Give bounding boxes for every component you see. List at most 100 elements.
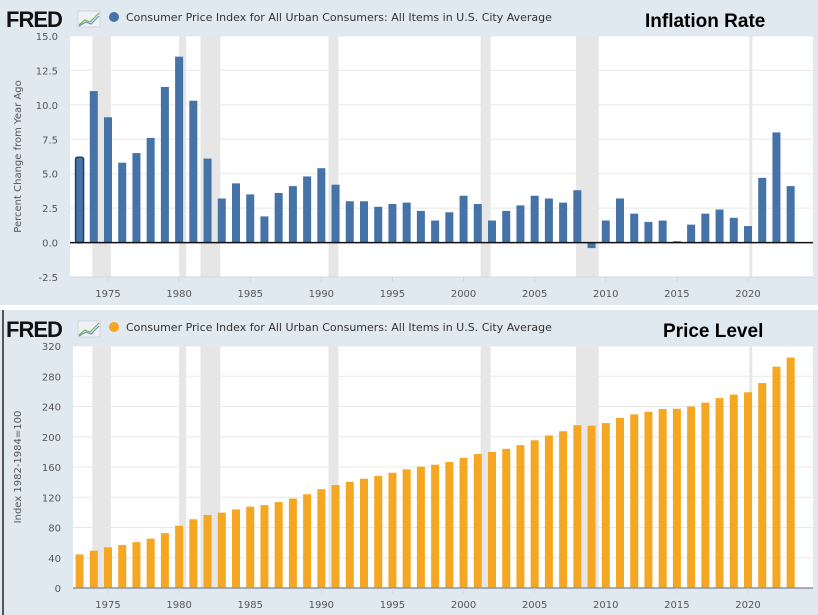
bar-2013[interactable]: [644, 411, 653, 588]
bar-1987[interactable]: [274, 192, 283, 243]
bar-2000[interactable]: [459, 457, 468, 588]
bar-2008[interactable]: [573, 425, 582, 588]
bar-1977[interactable]: [132, 153, 141, 243]
bar-1984[interactable]: [232, 183, 240, 243]
bar-2018[interactable]: [715, 209, 724, 243]
bar-1975[interactable]: [104, 117, 112, 243]
bar-2000[interactable]: [459, 195, 468, 243]
bar-2002[interactable]: [488, 451, 496, 588]
bar-1994[interactable]: [374, 206, 383, 243]
bar-2021[interactable]: [758, 383, 767, 588]
bar-1998[interactable]: [431, 464, 440, 588]
bar-2013[interactable]: [644, 221, 653, 243]
bar-2014[interactable]: [658, 220, 667, 243]
bar-1988[interactable]: [288, 498, 297, 588]
bar-2004[interactable]: [516, 445, 525, 588]
bar-1996[interactable]: [402, 202, 411, 243]
bar-1986[interactable]: [260, 216, 269, 243]
bar-1978[interactable]: [146, 137, 155, 243]
bar-2012[interactable]: [630, 414, 639, 588]
bar-1974[interactable]: [89, 550, 98, 588]
bar-2007[interactable]: [559, 202, 568, 243]
bar-2023[interactable]: [786, 186, 795, 243]
bar-2005[interactable]: [530, 195, 539, 243]
bar-1990[interactable]: [317, 168, 326, 243]
bar-2019[interactable]: [729, 217, 738, 243]
bar-2014[interactable]: [658, 408, 667, 588]
bar-1988[interactable]: [288, 186, 297, 243]
bar-2021[interactable]: [758, 177, 767, 243]
bar-1985[interactable]: [246, 194, 255, 243]
bar-2022[interactable]: [772, 366, 781, 588]
bar-1980[interactable]: [175, 56, 184, 243]
bar-1982[interactable]: [203, 158, 212, 243]
bar-1998[interactable]: [431, 220, 440, 243]
bar-2009[interactable]: [587, 242, 596, 249]
bar-1995[interactable]: [388, 472, 397, 588]
bar-2007[interactable]: [559, 431, 568, 588]
bar-2003[interactable]: [502, 448, 511, 588]
bar-2010[interactable]: [601, 220, 610, 243]
bar-1985[interactable]: [246, 506, 255, 588]
bar-1999[interactable]: [445, 462, 454, 588]
bar-1992[interactable]: [345, 201, 354, 243]
bar-1999[interactable]: [445, 212, 454, 243]
bar-1973[interactable]: [75, 554, 84, 588]
bar-2006[interactable]: [544, 435, 553, 588]
bar-1976[interactable]: [118, 544, 127, 588]
bar-2018[interactable]: [715, 398, 724, 588]
bar-1997[interactable]: [416, 466, 425, 588]
bar-2017[interactable]: [701, 402, 710, 588]
bar-2016[interactable]: [687, 406, 696, 589]
bar-2002[interactable]: [488, 220, 496, 243]
bar-2019[interactable]: [729, 394, 738, 588]
bar-1994[interactable]: [374, 475, 383, 588]
bar-1977[interactable]: [132, 542, 141, 588]
bar-2017[interactable]: [701, 213, 710, 243]
bar-1976[interactable]: [118, 162, 127, 243]
bar-1991[interactable]: [331, 184, 340, 243]
bar-2009[interactable]: [587, 425, 596, 588]
bar-1991[interactable]: [331, 484, 340, 588]
bar-2001[interactable]: [473, 454, 482, 588]
bar-2015[interactable]: [672, 408, 681, 588]
bar-1978[interactable]: [146, 538, 155, 588]
bar-1983[interactable]: [217, 512, 226, 588]
bar-2008[interactable]: [573, 190, 582, 243]
bar-1993[interactable]: [360, 201, 368, 243]
bar-1975[interactable]: [104, 547, 112, 588]
bar-1989[interactable]: [303, 176, 312, 243]
bar-2012[interactable]: [630, 213, 639, 243]
bar-2016[interactable]: [687, 224, 696, 243]
bar-1979[interactable]: [160, 533, 169, 588]
bar-2010[interactable]: [601, 423, 610, 588]
bar-1990[interactable]: [317, 489, 326, 588]
bar-2006[interactable]: [544, 198, 553, 243]
bar-1984[interactable]: [232, 509, 240, 588]
bar-1995[interactable]: [388, 204, 397, 243]
bar-1997[interactable]: [416, 210, 425, 243]
bar-1989[interactable]: [303, 494, 312, 588]
bar-1993[interactable]: [360, 478, 368, 588]
bar-2001[interactable]: [473, 204, 482, 243]
bar-2005[interactable]: [530, 440, 539, 588]
bar-1980[interactable]: [175, 525, 184, 588]
bar-2011[interactable]: [616, 417, 624, 588]
bar-1981[interactable]: [189, 519, 198, 588]
bar-2004[interactable]: [516, 205, 525, 243]
bar-1983[interactable]: [217, 198, 226, 243]
bar-2011[interactable]: [616, 198, 624, 243]
bar-1981[interactable]: [189, 100, 198, 243]
bar-1986[interactable]: [260, 505, 269, 588]
bar-1979[interactable]: [160, 86, 169, 243]
bar-1973[interactable]: [74, 156, 85, 244]
bar-1987[interactable]: [274, 502, 283, 588]
bar-2020[interactable]: [744, 392, 752, 588]
bar-1996[interactable]: [402, 469, 411, 588]
bar-2023[interactable]: [786, 357, 795, 588]
bar-2022[interactable]: [772, 132, 781, 243]
bar-1992[interactable]: [345, 481, 354, 588]
bar-1974[interactable]: [89, 91, 98, 243]
bar-1982[interactable]: [203, 515, 212, 588]
bar-2003[interactable]: [502, 210, 511, 243]
